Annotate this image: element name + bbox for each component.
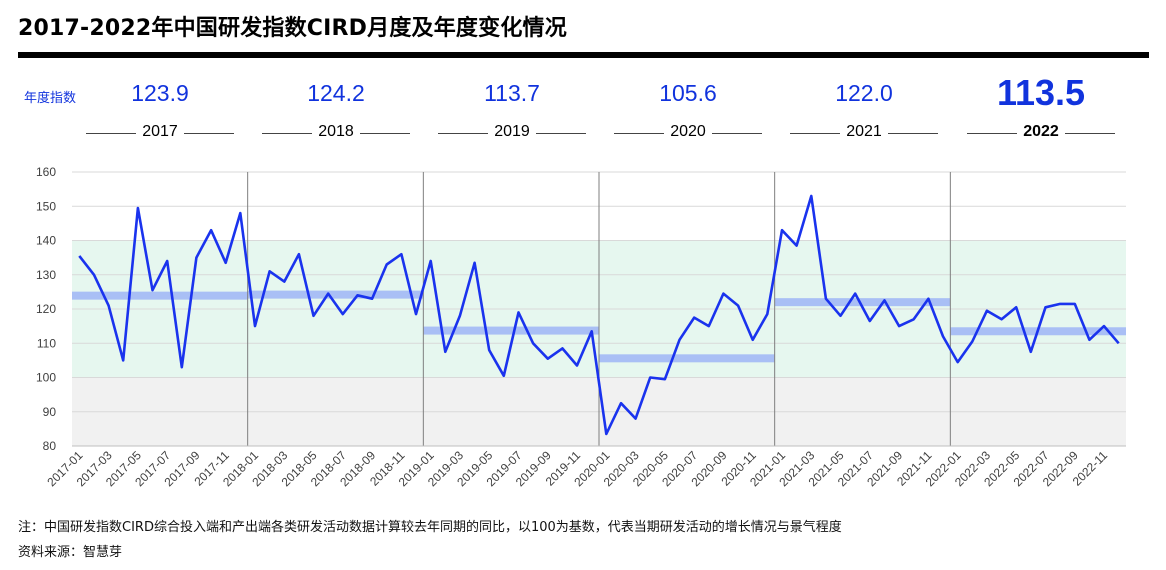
annual-value: 124.2: [307, 80, 365, 106]
year-divider-line: [712, 133, 762, 134]
year-label: 2022: [1023, 123, 1059, 140]
year-divider-line: [790, 133, 840, 134]
y-tick-label: 80: [43, 439, 57, 453]
year-label: 2017: [142, 123, 178, 140]
y-tick-label: 90: [43, 405, 57, 419]
annual-value: 123.9: [131, 80, 189, 106]
year-divider-line: [262, 133, 312, 134]
source-note: 资料来源：智慧芽: [18, 545, 123, 560]
year-divider-line: [184, 133, 234, 134]
year-label: 2019: [494, 123, 530, 140]
y-tick-label: 110: [37, 336, 56, 350]
year-divider-line: [86, 133, 136, 134]
y-tick-label: 120: [36, 302, 56, 316]
footnote: 注：中国研发指数CIRD综合投入端和产出端各类研发活动数据计算较去年同期的同比，…: [18, 520, 842, 535]
annual-level-bar: [599, 354, 775, 363]
annual-block-2022: 113.5 2022: [953, 72, 1129, 148]
annual-value: 105.6: [659, 80, 717, 106]
series-line: [78, 194, 1120, 436]
annual-block-2018: 124.2 2018: [248, 76, 424, 148]
annual-level-bar: [774, 298, 951, 307]
annual-value: 113.5: [996, 72, 1086, 113]
year-divider-line: [536, 133, 586, 134]
year-divider-line: [438, 133, 488, 134]
annual-index-label: 年度指数: [24, 91, 77, 106]
chart-title: 2017-2022年中国研发指数CIRD月度及年度变化情况: [18, 16, 567, 41]
annual-block-2019: 113.7 2019: [424, 76, 600, 148]
line-chart: 80901001101201301401501602017-012017-032…: [36, 165, 1126, 489]
year-label: 2020: [670, 123, 706, 140]
y-tick-label: 100: [36, 371, 56, 385]
y-tick-label: 130: [36, 268, 56, 282]
year-divider-line: [360, 133, 410, 134]
annual-level-bar: [423, 326, 599, 335]
year-label: 2021: [846, 123, 882, 140]
y-tick-label: 160: [36, 165, 56, 179]
annual-value: 122.0: [835, 80, 893, 106]
annual-value: 113.7: [484, 80, 540, 106]
year-divider-line: [614, 133, 664, 134]
y-tick-label: 150: [36, 199, 56, 213]
annual-level-bar: [247, 290, 424, 299]
annual-block-2021: 122.0 2021: [776, 76, 952, 148]
year-label: 2018: [318, 123, 354, 140]
year-divider-line: [888, 133, 938, 134]
annual-block-2017: 123.9 2017: [72, 76, 248, 148]
title-rule: [18, 52, 1149, 58]
annual-level-bar: [72, 291, 248, 300]
y-tick-label: 140: [36, 234, 56, 248]
year-divider-line: [967, 133, 1017, 134]
year-divider-line: [1065, 133, 1115, 134]
annual-block-2020: 105.6 2020: [600, 76, 776, 148]
